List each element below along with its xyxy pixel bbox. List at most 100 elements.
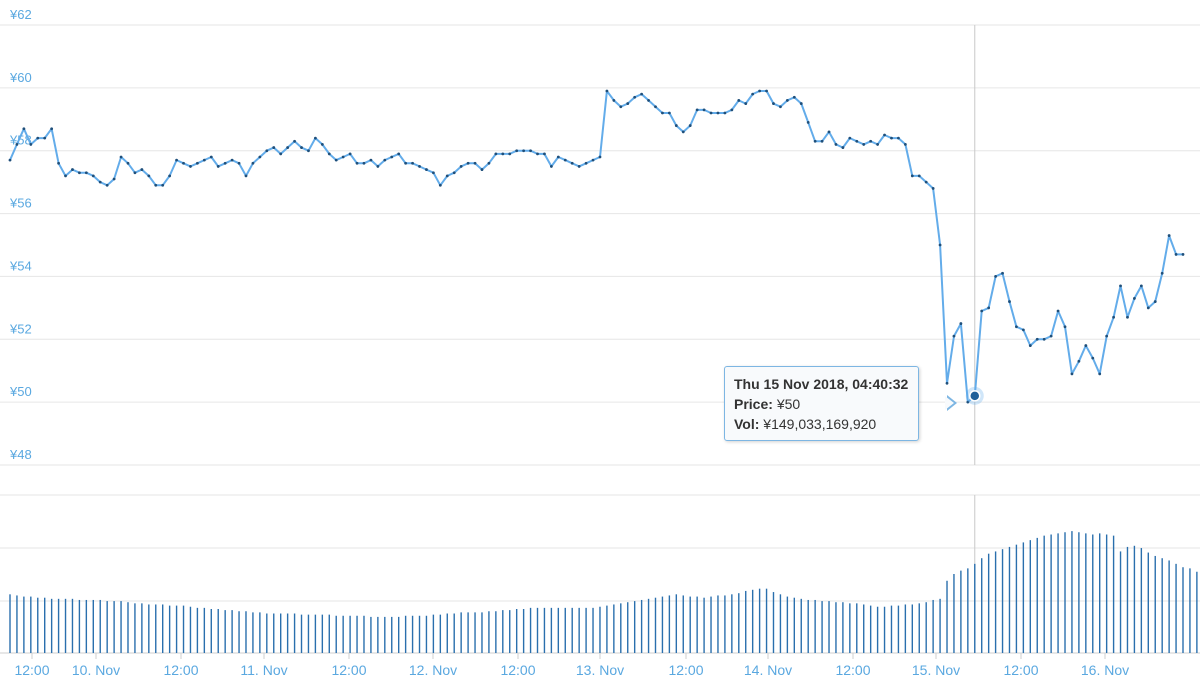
y-tick-label: ¥52 [9,321,32,336]
price-point [202,158,206,162]
price-point [1167,234,1171,237]
price-point [258,155,262,159]
price-point [543,152,546,156]
price-point [765,89,768,93]
x-tick-label: 14. Nov [744,662,792,678]
price-point [154,183,158,187]
price-point [994,275,997,278]
price-point [161,183,165,187]
price-point [112,177,116,181]
price-point [577,165,581,168]
price-point [494,152,498,156]
price-point [647,99,650,102]
tooltip-vol-value: ¥149,033,169,920 [763,416,877,432]
price-point [876,143,880,146]
price-point [688,124,692,127]
price-point [223,161,227,165]
price-point [841,146,845,149]
price-point [834,143,838,146]
price-point [418,165,421,168]
price-point [508,152,512,156]
price-point [910,174,914,178]
price-point [1015,325,1018,329]
x-tick-label: 12:00 [163,662,198,678]
tooltip-date: Thu 15 Nov 2018, 04:40:32 [734,376,909,392]
price-point [792,95,796,99]
price-point [8,158,12,162]
price-point [702,108,706,112]
price-point [1035,337,1039,341]
price-point [1084,344,1088,347]
tooltip-price-row: Price: ¥50 [734,394,908,414]
price-point [209,155,213,159]
price-point [466,161,470,165]
price-point [556,155,560,159]
price-point [50,127,54,131]
x-tick-label: 15. Nov [912,662,960,678]
price-point [272,146,276,149]
price-point [772,102,775,105]
price-point [945,381,949,385]
price-point [216,165,220,168]
tooltip: Thu 15 Nov 2018, 04:40:32 Price: ¥50 Vol… [724,366,920,441]
price-point [1077,359,1081,363]
price-point [300,146,303,149]
price-point [633,95,637,99]
price-point [369,158,373,162]
price-point [175,158,178,162]
price-point [376,165,380,168]
y-tick-label: ¥48 [9,447,32,462]
tooltip-price-value: ¥50 [776,396,801,412]
price-point [709,111,713,115]
x-tick-label: 12:00 [500,662,535,678]
price-point [445,174,449,178]
price-point [286,146,290,149]
price-point [529,149,532,153]
price-point [612,99,616,102]
price-point [744,102,748,105]
price-point [654,105,657,109]
price-point [883,133,886,137]
price-point [71,168,74,171]
price-point [348,152,352,156]
price-point [501,152,505,156]
price-point [661,111,664,115]
price-point [799,102,803,105]
price-point [758,89,762,93]
price-point [522,149,526,153]
price-point [1174,253,1178,256]
price-point [133,171,137,175]
price-point [84,171,88,175]
price-point [244,174,248,178]
price-point [827,130,831,134]
price-point [404,161,408,165]
tooltip-price-label: Price: [734,396,773,412]
tooltip-vol-label: Vol: [734,416,760,432]
price-point [1181,253,1185,256]
price-point [1070,372,1074,376]
price-point [279,152,283,156]
y-tick-label: ¥60 [9,70,32,85]
price-point [237,161,241,165]
price-point [813,139,817,143]
price-point [390,155,394,159]
x-tick-label: 13. Nov [576,662,624,678]
price-point [313,136,317,140]
price-point [147,174,151,178]
price-point [1028,344,1032,347]
x-tick-label: 11. Nov [240,662,287,678]
price-point [126,161,130,165]
price-point [431,171,435,175]
price-point [1008,300,1011,303]
price-point [674,124,678,127]
price-point [862,143,866,146]
price-point [584,161,588,165]
price-point [619,105,623,109]
price-point [355,161,359,165]
price-point [897,136,900,140]
price-point [806,121,810,124]
x-tick-label: 12:00 [331,662,366,678]
price-point [480,168,484,171]
price-point [716,111,720,115]
price-point [591,158,595,162]
